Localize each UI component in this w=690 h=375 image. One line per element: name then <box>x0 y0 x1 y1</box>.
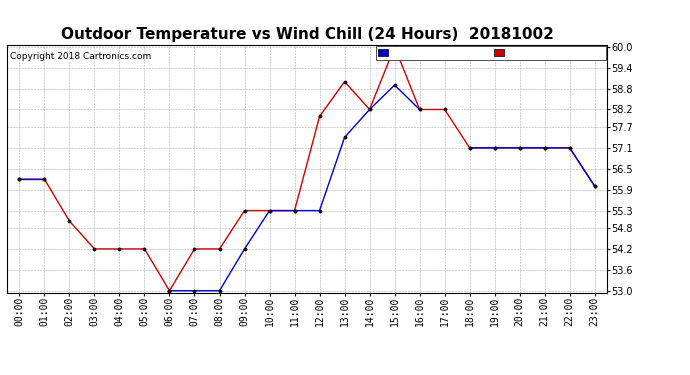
Legend: Wind Chill  (°F), Temperature  (°F): Wind Chill (°F), Temperature (°F) <box>376 46 607 60</box>
Title: Outdoor Temperature vs Wind Chill (24 Hours)  20181002: Outdoor Temperature vs Wind Chill (24 Ho… <box>61 27 553 42</box>
Text: Copyright 2018 Cartronics.com: Copyright 2018 Cartronics.com <box>10 53 151 62</box>
